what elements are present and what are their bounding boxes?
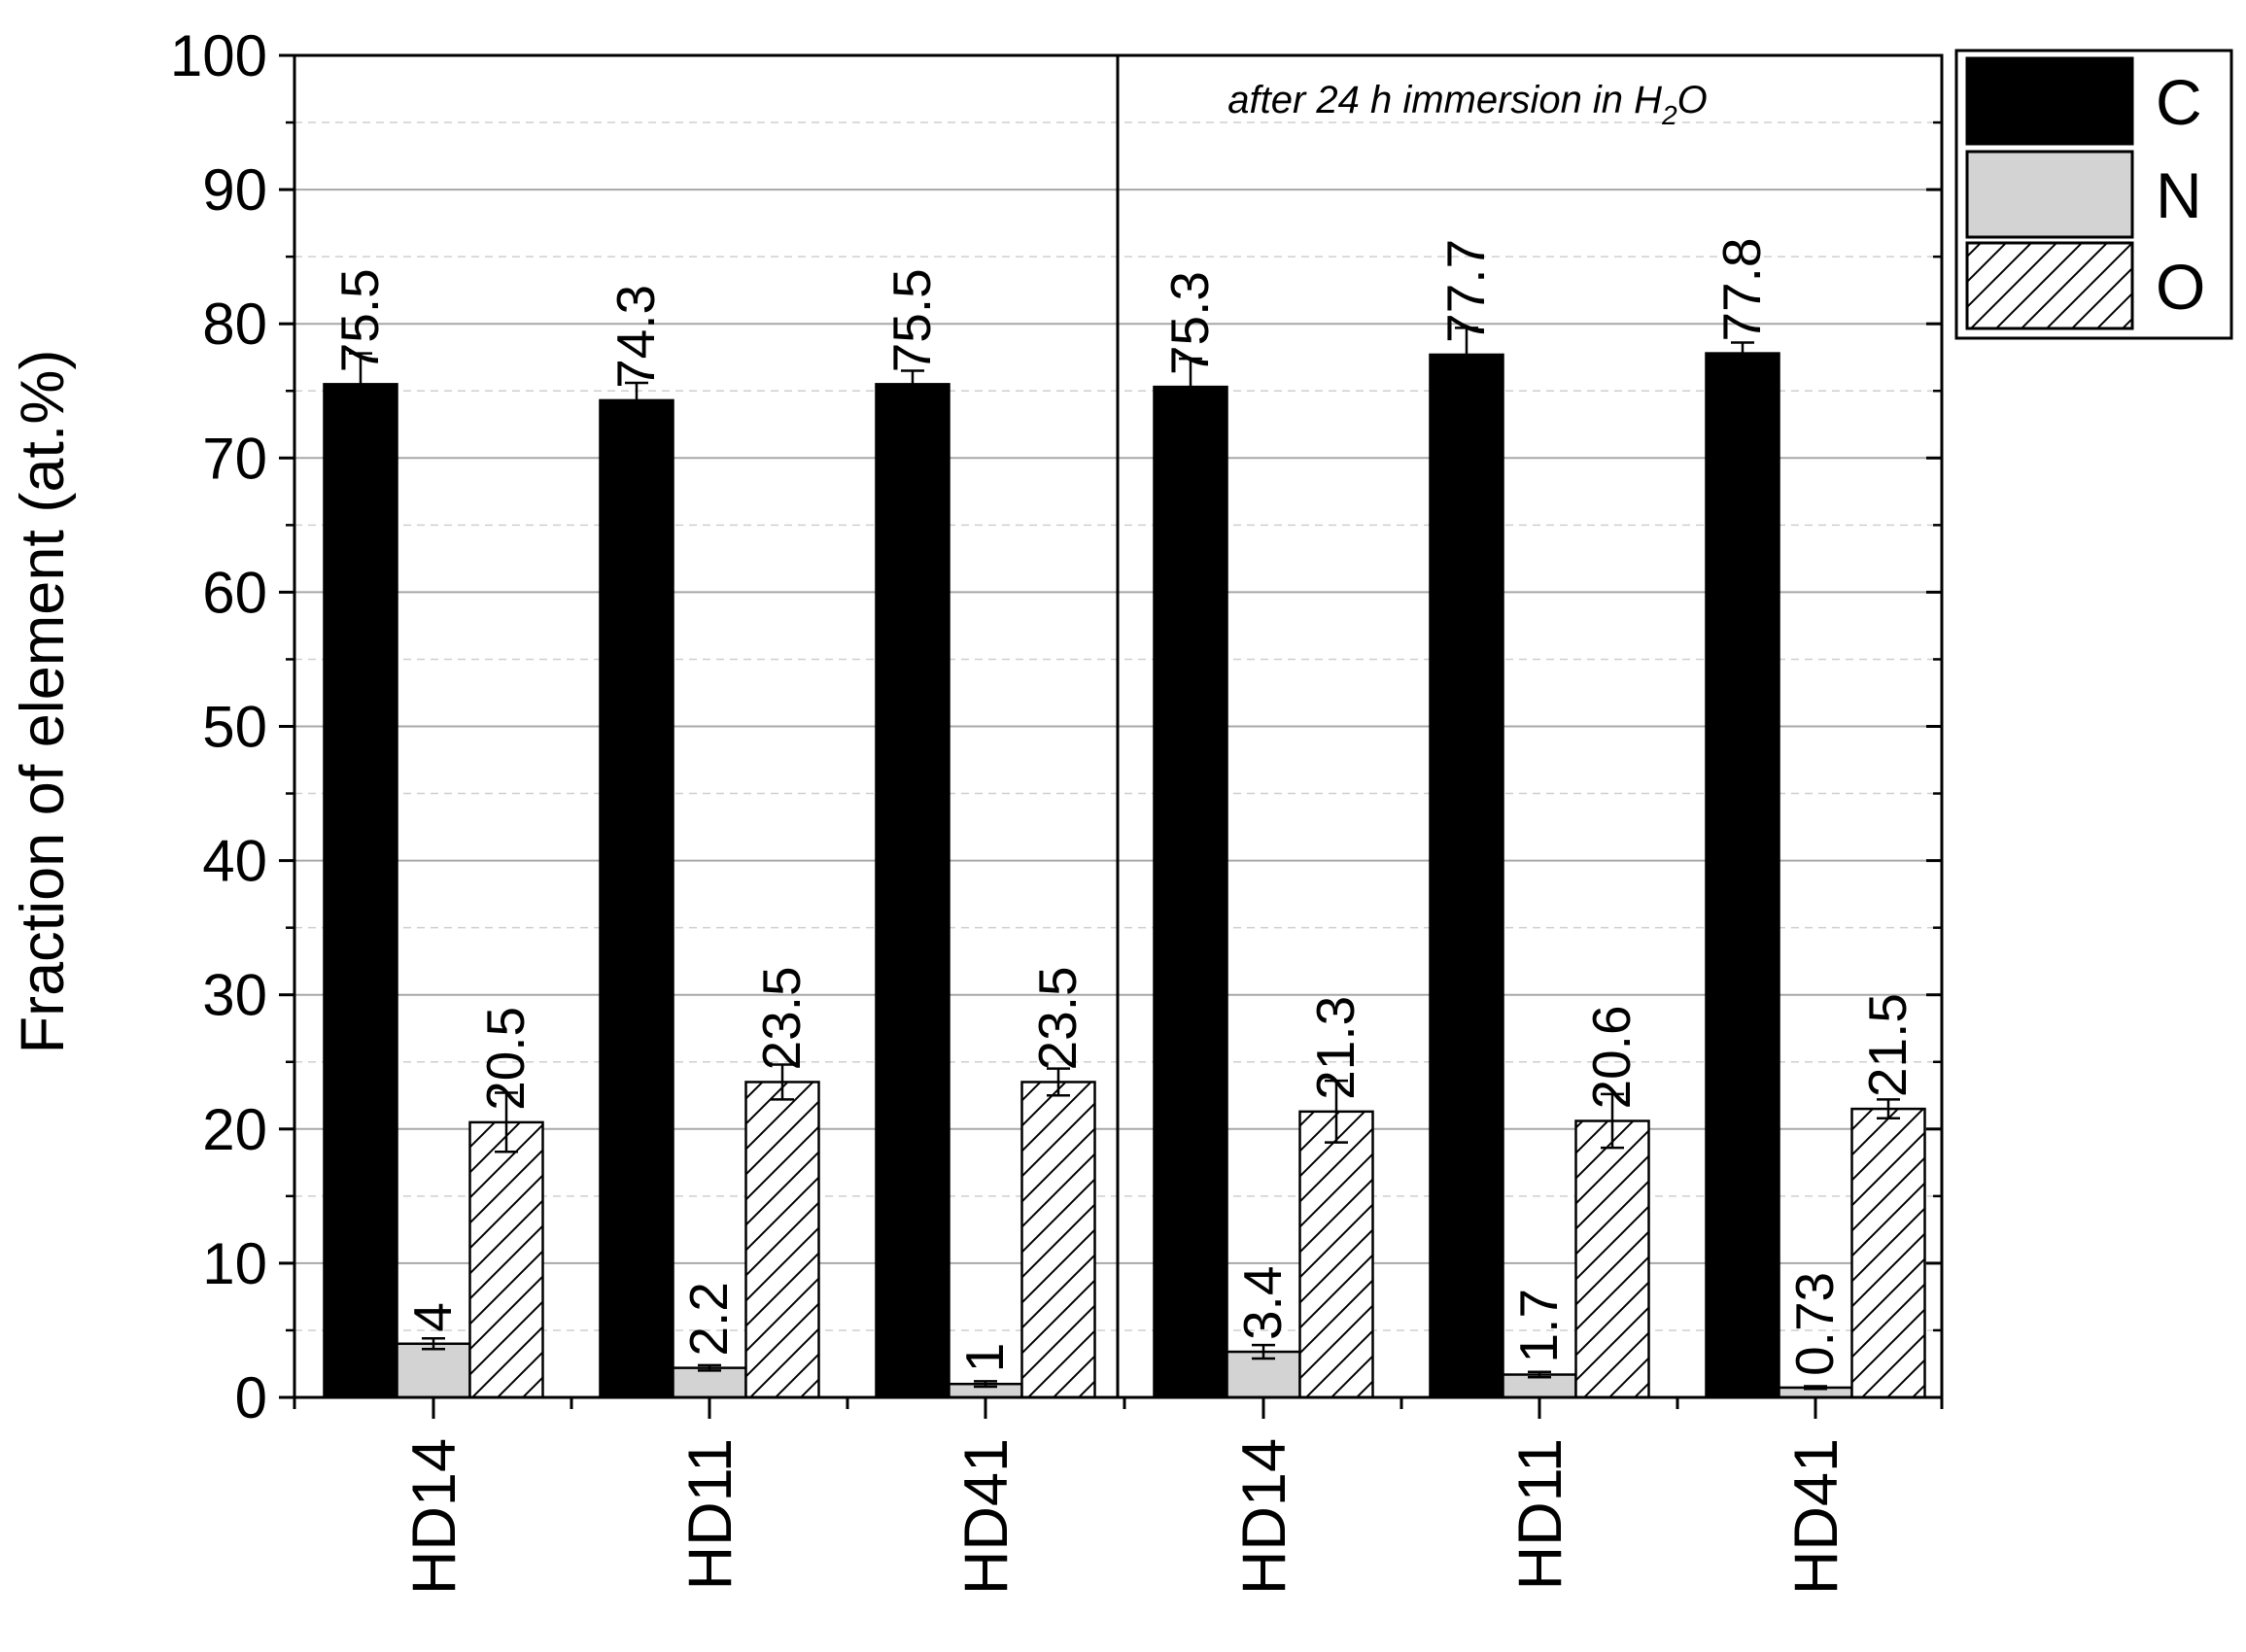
bar-O	[1850, 1107, 1926, 1399]
bar-O	[1020, 1081, 1096, 1399]
y-tick-label: 10	[202, 1231, 267, 1296]
data-label-N: 2.2	[678, 1282, 739, 1356]
x-category-label: HD41	[1782, 1438, 1850, 1595]
bar-O	[744, 1081, 820, 1399]
bar-N	[672, 1366, 747, 1399]
data-label-C: 75.5	[881, 268, 942, 372]
y-tick-label: 30	[202, 963, 267, 1028]
y-tick-label: 0	[235, 1365, 267, 1430]
data-label-O: 20.5	[475, 1007, 536, 1111]
x-category-label: HD11	[1506, 1438, 1574, 1590]
y-tick-label: 20	[202, 1097, 267, 1162]
data-label-N: 0.73	[1784, 1272, 1845, 1376]
x-category-label: HD14	[400, 1438, 468, 1595]
bar-O	[1574, 1119, 1650, 1399]
y-tick-label: 40	[202, 829, 267, 894]
data-label-O: 21.3	[1305, 996, 1365, 1100]
bar-O	[1298, 1110, 1374, 1399]
immersion-annotation: after 24 h immersion in H2O	[1227, 79, 1708, 130]
bar-C	[875, 383, 950, 1399]
y-tick-label: 80	[202, 292, 267, 357]
x-category-label: HD11	[676, 1438, 744, 1590]
data-label-O: 23.5	[1027, 966, 1088, 1070]
legend-label-O: O	[2156, 251, 2205, 323]
data-label-O: 23.5	[751, 966, 812, 1070]
data-label-C: 75.5	[329, 268, 390, 372]
data-label-C: 75.3	[1159, 271, 1220, 375]
y-tick-label: 90	[202, 157, 267, 223]
y-tick-label: 60	[202, 560, 267, 625]
data-label-O: 20.6	[1581, 1005, 1641, 1109]
x-category-label: HD14	[1230, 1438, 1298, 1595]
legend-label-N: N	[2156, 159, 2202, 231]
data-label-C: 74.3	[605, 285, 666, 389]
data-label-C: 77.8	[1711, 238, 1772, 342]
legend: CNO	[1954, 49, 2233, 340]
data-label-C: 77.7	[1435, 239, 1496, 343]
error-bars	[349, 327, 1900, 1391]
legend-swatch-C	[1965, 56, 2134, 146]
data-label-N: 1.7	[1508, 1289, 1569, 1362]
data-label-N: 3.4	[1232, 1266, 1293, 1340]
legend-label-C: C	[2156, 66, 2202, 138]
data-label-O: 21.5	[1857, 993, 1918, 1097]
y-axis: 0 10 20 30 40 50 60 70 80 90 100	[170, 23, 1942, 1430]
bar-C	[599, 398, 674, 1399]
bar-O	[468, 1120, 544, 1399]
bar-C	[1153, 385, 1228, 1399]
data-labels: 75.5 74.3 75.5 75.3 77.7 77.8 4 2.2 1 3.4 1.7 0.73 2…	[329, 238, 1918, 1376]
y-tick-label: 50	[202, 695, 267, 760]
legend-swatch-N	[1965, 150, 2134, 239]
x-category-label: HD41	[952, 1438, 1020, 1595]
y-axis-title: Fraction of element (at.%)	[9, 350, 77, 1054]
legend-swatch-O	[1965, 241, 2134, 330]
bars	[323, 352, 1926, 1399]
x-axis: HD14 HD11 HD41 HD14 HD11 HD41	[293, 1397, 1944, 1595]
bar-C	[323, 383, 398, 1399]
y-tick-label: 70	[202, 426, 267, 491]
bar-C	[1429, 353, 1504, 1399]
bar-C	[1705, 352, 1780, 1399]
data-label-N: 1	[954, 1343, 1015, 1373]
bar-N	[396, 1342, 471, 1399]
y-tick-label: 100	[170, 23, 267, 88]
data-label-N: 4	[402, 1302, 463, 1332]
